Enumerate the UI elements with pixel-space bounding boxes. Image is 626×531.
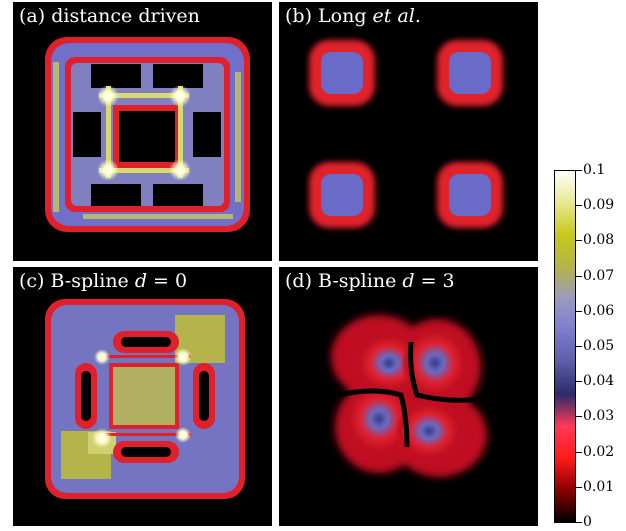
colorbar-tick-label: 0.06 bbox=[583, 302, 615, 319]
colorbar-tick bbox=[576, 522, 582, 523]
panel-d-label: (d) B-spline d = 3 bbox=[285, 270, 455, 292]
panel-c-label: (c) B-spline d = 0 bbox=[19, 270, 188, 292]
panel-d-image bbox=[331, 315, 487, 477]
colorbar-tick bbox=[576, 451, 582, 453]
colorbar-tick bbox=[576, 346, 582, 347]
colorbar-tick bbox=[576, 240, 582, 242]
panel-a-image bbox=[45, 37, 250, 232]
colorbar-tick bbox=[576, 205, 582, 207]
colorbar-tick-label: 0.01 bbox=[583, 478, 615, 495]
panel-d-bspline-d3: (d) B-spline d = 3 bbox=[279, 267, 538, 526]
panel-a-distance-driven: (a) distance driven bbox=[13, 2, 272, 261]
colorbar-tick bbox=[576, 486, 582, 488]
colorbar-tick-label: 0.09 bbox=[583, 197, 615, 214]
colorbar-tick bbox=[576, 310, 582, 312]
panel-c-bspline-d0: (c) B-spline d = 0 bbox=[13, 267, 272, 526]
panel-c-image bbox=[45, 299, 245, 499]
colorbar-tick-label: 0.07 bbox=[583, 267, 615, 284]
colorbar-tick-label: 0.04 bbox=[583, 373, 615, 390]
colorbar-tick bbox=[576, 416, 582, 418]
panel-a-label: (a) distance driven bbox=[19, 5, 200, 27]
colorbar-tick-label: 0.1 bbox=[583, 162, 606, 178]
colorbar-tick-label: 0 bbox=[583, 514, 592, 530]
colorbar-tick-label: 0.08 bbox=[583, 232, 615, 249]
panel-b-label: (b) Long et al. bbox=[285, 5, 421, 27]
colorbar bbox=[554, 170, 576, 523]
colorbar-tick-label: 0.02 bbox=[583, 443, 615, 460]
colorbar-tick-label: 0.03 bbox=[583, 408, 615, 425]
panel-b-long-et-al: (b) Long et al. bbox=[279, 2, 538, 261]
colorbar-tick bbox=[576, 275, 582, 277]
panel-b-image bbox=[309, 40, 503, 228]
colorbar-tick bbox=[576, 381, 582, 383]
colorbar-tick-label: 0.05 bbox=[583, 338, 615, 354]
colorbar-tick bbox=[576, 170, 582, 171]
